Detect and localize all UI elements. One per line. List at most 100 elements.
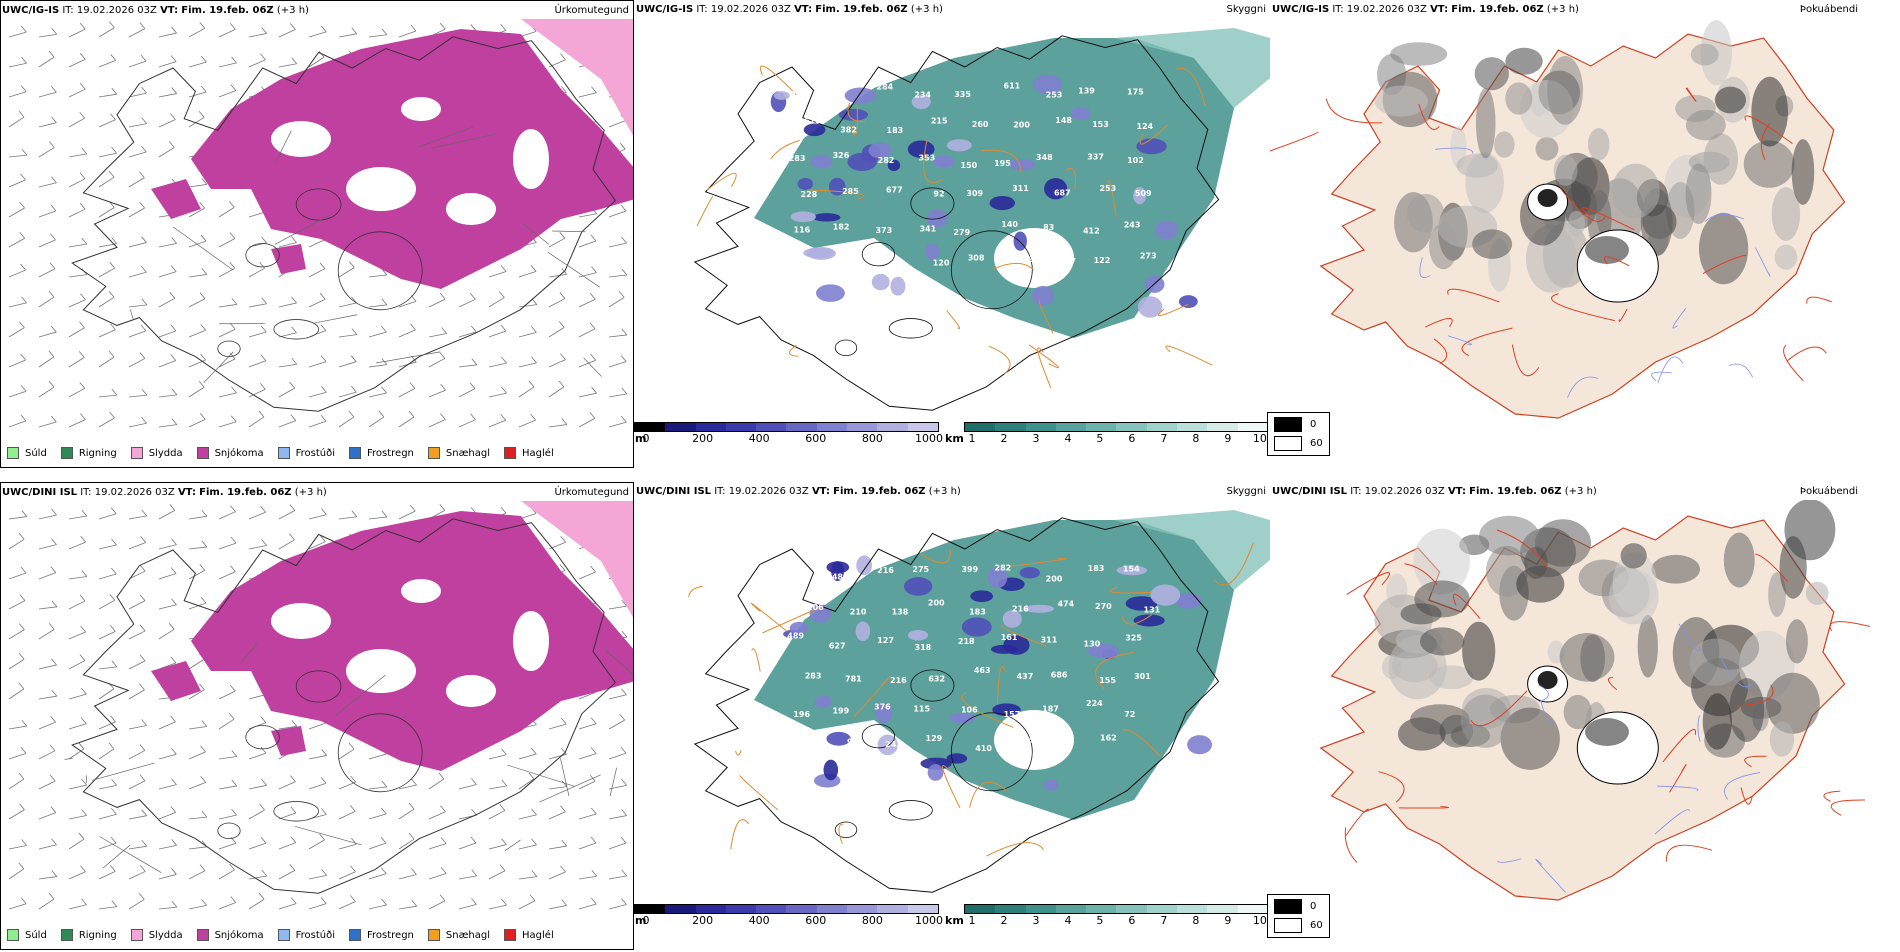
cloudbase-height-label: 228 <box>801 190 818 199</box>
legend-label: Rigning <box>79 448 117 459</box>
cloudbase-height-label: 153 <box>1092 120 1109 129</box>
snow-area <box>191 29 634 289</box>
cloudbase-height-label: 148 <box>1055 116 1072 125</box>
colorbar-tick-label: 400 <box>749 914 770 927</box>
legend-swatch <box>349 447 361 459</box>
colorbar-swatch <box>908 905 938 913</box>
colorbar-tick-label: 600 <box>805 432 826 445</box>
cloudbase-height-label: 326 <box>833 151 850 160</box>
precip-legend-item: Frostúði <box>278 929 335 941</box>
colorbar-tick-label: 600 <box>805 914 826 927</box>
cloudbase-height-label: 243 <box>885 740 902 749</box>
cloudbase-height-label: 200 <box>1046 574 1063 583</box>
legend-swatch <box>278 447 290 459</box>
colorbar-swatch <box>726 905 756 913</box>
precip-legend-item: Frostúði <box>278 447 335 459</box>
colorbar-tick-label: 1 <box>969 914 976 927</box>
precip-type-panel: UWC/DINI ISL IT: 19.02.2026 03Z VT: Fim.… <box>0 482 634 950</box>
cloudbase-height-label: 115 <box>913 705 930 714</box>
legend-label: Rigning <box>79 930 117 941</box>
precip-legend-item: Frostregn <box>349 929 414 941</box>
cloudbase-height-label: 353 <box>919 153 936 162</box>
cloudbase-height-label: 130 <box>1084 639 1101 648</box>
cloudbase-height-label: 92 <box>933 189 944 198</box>
legend-swatch <box>61 929 73 941</box>
cloudbase-height-label: 412 <box>1083 227 1100 236</box>
cloudbase-height-label: 195 <box>994 159 1011 168</box>
colorbar-tick-label: 5 <box>1096 914 1103 927</box>
cloudbase-height-label: 116 <box>794 225 811 234</box>
colorbar-tick-label: 400 <box>749 432 770 445</box>
cloudbase-height-label: 275 <box>912 565 929 574</box>
cloudbase-height-label: 218 <box>958 637 975 646</box>
legend-label: Snjókoma <box>215 930 264 941</box>
cloudbase-height-label: 102 <box>1127 156 1144 165</box>
cloudbase-height-label: 183 <box>887 126 904 135</box>
precip-legend-item: Snjókoma <box>197 447 264 459</box>
cloudbase-height-label: 481 <box>832 572 849 581</box>
colorbar-swatch <box>1056 905 1086 913</box>
ig-is-model-row: UWC/IG-IS IT: 19.02.2026 03Z VT: Fim. 19… <box>0 0 1900 470</box>
cloudbase-height-label: 155 <box>1099 676 1116 685</box>
colorbar-swatch <box>817 423 847 431</box>
run-info-header: UWC/IG-IS IT: 19.02.2026 03Z VT: Fim. 19… <box>636 4 943 15</box>
colorbar-swatch <box>1026 905 1056 913</box>
cloudbase-height-label: 284 <box>877 82 894 91</box>
precip-type-panel: UWC/IG-IS IT: 19.02.2026 03Z VT: Fim. 19… <box>0 0 634 468</box>
colorbar-swatch <box>1238 905 1268 913</box>
fog-index-panel: UWC/DINI ISL IT: 19.02.2026 03Z VT: Fim.… <box>1270 482 1900 950</box>
cloudbase-height-label: 311 <box>1012 184 1029 193</box>
cloudbase-height-label: 197 <box>1059 257 1076 266</box>
legend-swatch <box>1274 417 1302 432</box>
legend-swatch <box>197 929 209 941</box>
run-info-header: UWC/DINI ISL IT: 19.02.2026 03Z VT: Fim.… <box>1272 486 1597 497</box>
colorbar-swatch <box>696 905 726 913</box>
cloudbase-height-label: 627 <box>829 641 846 650</box>
cloudbase-height-label: 200 <box>1013 121 1030 130</box>
cloudbase-height-label: 83 <box>1043 223 1054 232</box>
colorbar-swatch <box>1177 423 1207 431</box>
cloudbase-height-label: 106 <box>961 705 978 714</box>
legend-swatch <box>504 447 516 459</box>
cloudbase-height-label: 296 <box>829 87 846 96</box>
cloudbase-height-label: 161 <box>1001 633 1018 642</box>
cloudbase-height-label: 632 <box>928 674 945 683</box>
cloudbase-height-label: 150 <box>961 161 978 170</box>
cloud-panel-title: Skyggni <box>1226 486 1266 497</box>
fog-panel-title: Þokuábendi <box>1800 4 1858 15</box>
cloudbase-height-label: 219 <box>1051 738 1068 747</box>
colorbar-swatch <box>877 905 907 913</box>
cloudbase-height-label: 282 <box>878 156 895 165</box>
cloudbase-height-label: 234 <box>914 90 931 99</box>
colorbar-tick-label: 6 <box>1128 914 1135 927</box>
legend-swatch <box>278 929 290 941</box>
fog-legend-item: 0 <box>1274 899 1323 914</box>
cloudbase-height-label: 206 <box>807 603 824 612</box>
colorbar-tick-label: 200 <box>692 914 713 927</box>
cloudbase-height-label: 410 <box>975 744 992 753</box>
cloudbase-height-label: 183 <box>969 608 986 617</box>
cloudbase-height-label: 129 <box>926 734 943 743</box>
cloudbase-height-label: 224 <box>1086 699 1103 708</box>
colorbar-swatch <box>1086 423 1116 431</box>
cloudbase-height-label: 677 <box>886 186 903 195</box>
legend-swatch <box>349 929 361 941</box>
legend-swatch <box>131 447 143 459</box>
cloudbase-height-label: 341 <box>919 224 936 233</box>
colorbar-swatch <box>1147 905 1177 913</box>
snow-area <box>191 511 634 771</box>
fog-index-map <box>1270 18 1870 448</box>
cloudbase-visibility-panel: UWC/IG-IS IT: 19.02.2026 03Z VT: Fim. 19… <box>634 0 1270 468</box>
colorbar-swatch <box>995 423 1025 431</box>
colorbar-tick-label: 9 <box>1224 432 1231 445</box>
colorbar-swatch <box>665 905 695 913</box>
cloudbase-height-label: 91 <box>847 737 859 746</box>
precip-legend-item: Súld <box>7 929 47 941</box>
cloudbase-height-label: 418 <box>788 573 805 582</box>
colorbar-swatch <box>635 905 665 913</box>
cloudbase-height-label: 148 <box>841 256 858 265</box>
cloudbase-height-label: 243 <box>1124 221 1141 230</box>
cloudbase-height-label: 382 <box>840 126 857 135</box>
cloudbase-height-label: 279 <box>953 228 970 237</box>
